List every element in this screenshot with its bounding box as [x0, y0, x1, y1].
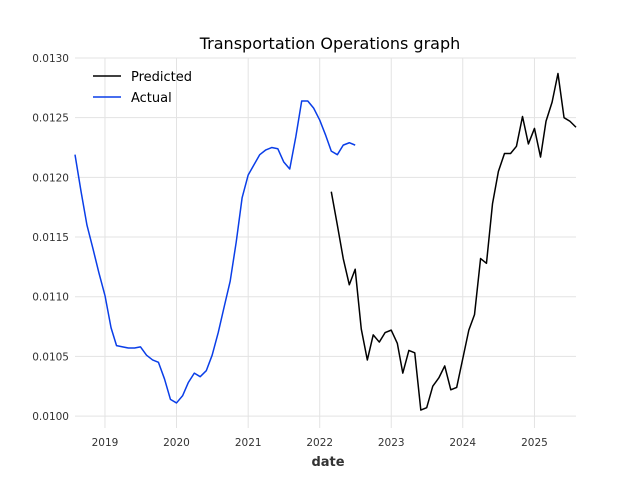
y-tick-label: 0.0130 [32, 53, 69, 65]
grid [75, 57, 576, 428]
y-tick-label: 0.0120 [32, 172, 69, 184]
x-tick-label: 2021 [235, 437, 262, 449]
y-tick-label: 0.0100 [32, 411, 69, 423]
x-tick-label: 2025 [521, 437, 548, 449]
x-tick-label: 2023 [378, 437, 405, 449]
series-line-predicted [330, 72, 577, 411]
y-tick-label: 0.0115 [32, 232, 69, 244]
y-tick-label: 0.0110 [32, 292, 69, 304]
y-tick-label: 0.0105 [32, 351, 69, 363]
legend: Predicted Actual [93, 70, 192, 106]
tick-labels: 2019 2020 2021 2022 2023 2024 2025 0.0100 0.0105… [32, 53, 548, 449]
series-line-actual [74, 100, 356, 404]
series-lines [74, 72, 577, 411]
x-tick-label: 2020 [163, 437, 190, 449]
x-tick-label: 2022 [306, 437, 333, 449]
y-tick-label: 0.0125 [32, 113, 69, 125]
legend-label-predicted: Predicted [131, 70, 192, 85]
x-tick-label: 2019 [92, 437, 119, 449]
x-axis-label: date [311, 455, 344, 470]
legend-label-actual: Actual [131, 91, 172, 106]
x-tick-label: 2024 [449, 437, 476, 449]
chart-title: Transportation Operations graph [199, 34, 461, 53]
